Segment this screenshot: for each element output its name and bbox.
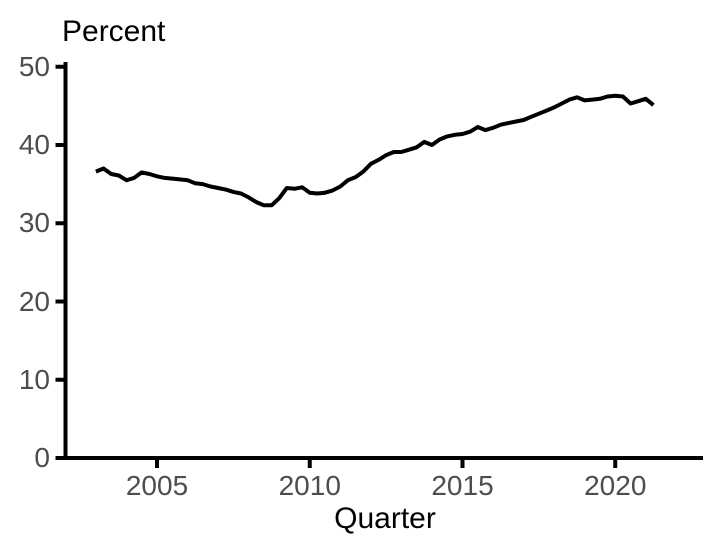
x-axis-title: Quarter [334,502,436,535]
x-tick-label: 2005 [125,470,189,501]
y-tick-label: 10 [18,363,50,395]
y-axis-title: Percent [62,15,166,48]
x-tick-label: 2015 [431,470,494,501]
y-tick-label: 40 [18,129,50,160]
y-tick-label: 50 [18,50,50,82]
axes [63,62,703,460]
x-tick-label: 2020 [584,470,647,501]
y-tick-label: 0 [34,442,50,473]
y-tick-label: 20 [18,285,50,317]
data-line [95,93,655,208]
y-tick-label: 30 [18,207,50,239]
tick-marks [55,64,618,468]
x-tick-label: 2010 [278,470,341,501]
